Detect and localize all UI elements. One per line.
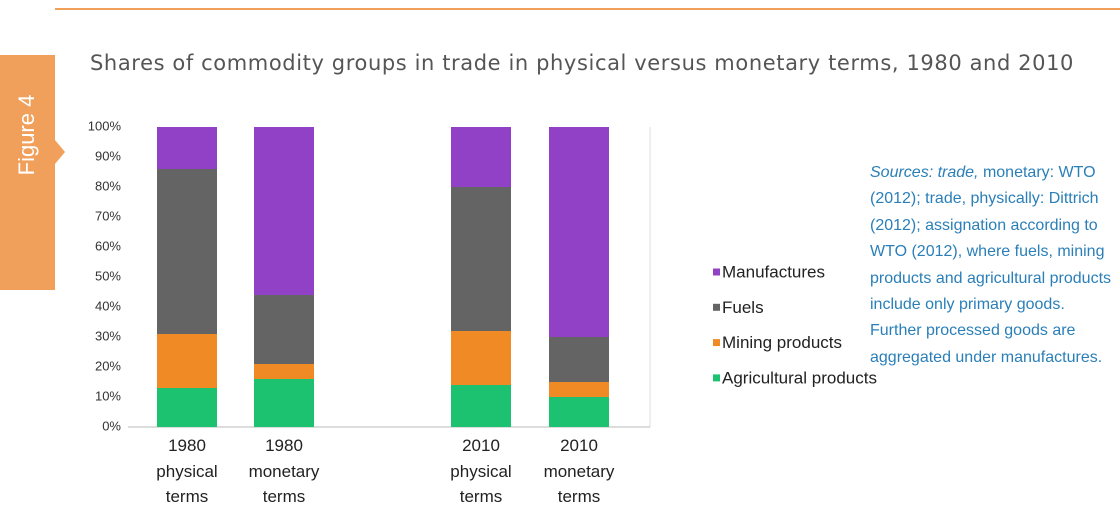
legend-label: Manufactures xyxy=(722,262,825,281)
bar-segment xyxy=(451,385,511,427)
bar-segment xyxy=(157,334,217,388)
x-tick-label: 1980 physical terms xyxy=(156,436,218,506)
note-italic: Sources: trade, xyxy=(870,164,979,181)
legend-swatch xyxy=(713,268,720,276)
bar-segment xyxy=(549,382,609,397)
bar-segment xyxy=(549,397,609,427)
y-tick-label: 30% xyxy=(95,328,121,343)
bar-segment xyxy=(451,127,511,187)
bar-segment xyxy=(254,379,314,427)
top-rule xyxy=(55,8,1120,10)
bar-segment xyxy=(549,127,609,337)
y-tick-label: 0% xyxy=(102,418,121,433)
y-tick-label: 10% xyxy=(95,388,121,403)
y-tick-label: 40% xyxy=(95,298,121,313)
bar-segment xyxy=(157,388,217,427)
bar-segment xyxy=(451,331,511,385)
y-tick-label: 90% xyxy=(95,148,121,163)
legend-label: Mining products xyxy=(722,333,842,352)
legend-swatch xyxy=(713,339,720,347)
y-tick-label: 70% xyxy=(95,208,121,223)
bar-segment xyxy=(254,295,314,364)
tab-arrow xyxy=(55,140,65,164)
figure-tab xyxy=(0,55,55,290)
legend-swatch xyxy=(713,374,720,382)
y-tick-label: 80% xyxy=(95,178,121,193)
legend-swatch xyxy=(713,303,720,311)
bar-segment xyxy=(157,127,217,169)
bar-segment xyxy=(157,169,217,334)
y-tick-label: 60% xyxy=(95,238,121,253)
note-text: monetary: WTO (2012); trade, physically:… xyxy=(870,164,1112,366)
y-tick-label: 20% xyxy=(95,358,121,373)
x-tick-label: 1980 monetary terms xyxy=(248,436,320,506)
source-note: Sources: trade, monetary: WTO (2012); tr… xyxy=(870,160,1115,371)
chart-title: Shares of commodity groups in trade in p… xyxy=(90,51,1074,75)
legend-label: Fuels xyxy=(722,298,764,317)
bar-segment xyxy=(549,337,609,382)
bar-segment xyxy=(254,127,314,295)
legend-label: Agricultural products xyxy=(722,368,877,387)
y-tick-label: 50% xyxy=(95,268,121,283)
bar-segment xyxy=(451,187,511,331)
bar-segment xyxy=(254,364,314,379)
x-tick-label: 2010 physical terms xyxy=(450,436,512,506)
y-tick-label: 100% xyxy=(88,118,122,133)
x-tick-label: 2010 monetary terms xyxy=(543,436,615,506)
